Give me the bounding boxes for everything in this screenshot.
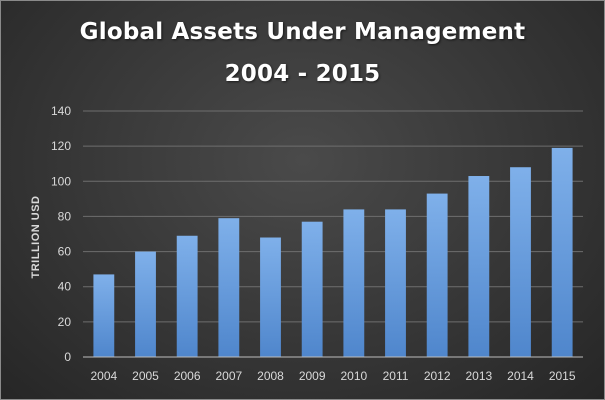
bar-2012 [426, 193, 448, 357]
grid-lines [83, 110, 583, 323]
y-tick-label: 80 [58, 209, 72, 223]
x-tick-label: 2014 [507, 369, 534, 383]
bar-2010 [343, 209, 365, 357]
x-tick-label: 2010 [340, 369, 367, 383]
x-tick-label: 2006 [174, 369, 201, 383]
y-tick-label: 20 [58, 315, 72, 329]
bar-2007 [218, 218, 240, 357]
bars [93, 147, 573, 357]
y-tick-labels: 0 20 40 60 80 100 120 140 [51, 104, 71, 364]
y-tick-label: 40 [58, 280, 72, 294]
y-tick-label: 100 [51, 174, 71, 188]
chart-subtitle: 2004 - 2015 [224, 61, 381, 87]
x-tick-labels: 2004 2005 2006 2007 2008 2009 2010 2011 2012 2013… [90, 369, 575, 383]
x-tick-label: 2004 [90, 369, 117, 383]
bar-2006 [176, 235, 198, 357]
x-tick-label: 2013 [465, 369, 492, 383]
bar-2005 [135, 251, 156, 357]
bar-2013 [468, 176, 490, 357]
x-tick-label: 2012 [424, 369, 451, 383]
y-tick-label: 60 [58, 245, 72, 259]
x-tick-label: 2009 [299, 369, 326, 383]
bar-2011 [385, 209, 406, 357]
x-tick-label: 2011 [383, 369, 409, 383]
bar-2004 [93, 274, 115, 357]
x-tick-label: 2015 [549, 369, 576, 383]
bar-2014 [510, 167, 531, 357]
bar-2008 [260, 237, 281, 357]
chart-title: Global Assets Under Management [79, 19, 526, 45]
bar-2015 [551, 147, 573, 357]
y-tick-label: 0 [64, 350, 71, 364]
x-tick-label: 2005 [132, 369, 159, 383]
x-tick-label: 2007 [215, 369, 242, 383]
x-tick-label: 2008 [257, 369, 284, 383]
bar-2009 [301, 221, 323, 357]
y-tick-label: 140 [51, 104, 71, 118]
y-axis-label: TRILLION USD [30, 196, 42, 279]
y-tick-label: 120 [51, 139, 71, 153]
